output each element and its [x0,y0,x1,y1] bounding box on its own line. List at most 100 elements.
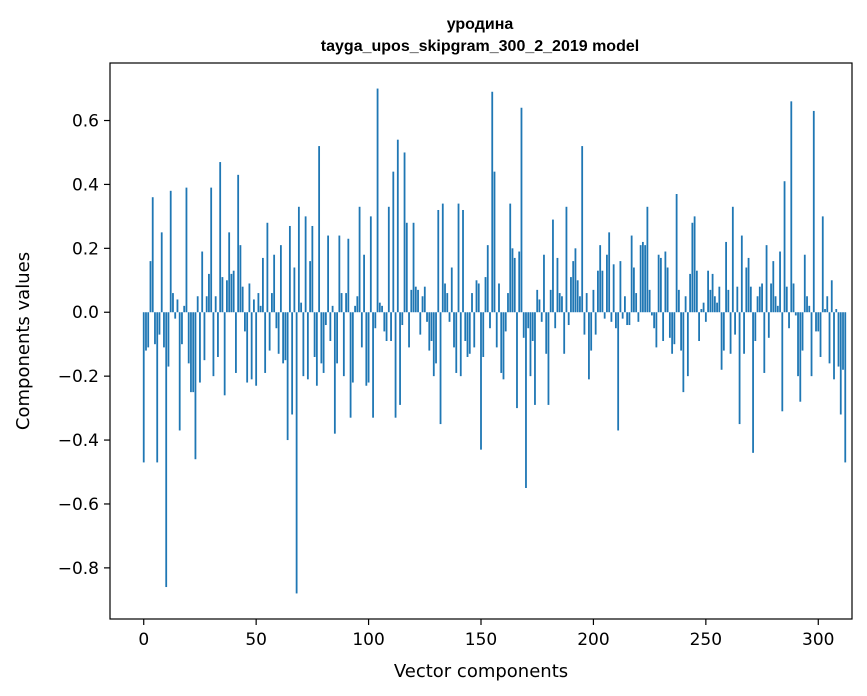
chart-subtitle: tayga_upos_skipgram_300_2_2019 model [321,38,639,55]
bar [529,312,532,377]
bar [653,312,656,329]
bar [441,203,444,313]
bar [659,257,662,313]
bar [165,312,168,588]
bar [767,312,770,338]
bar [471,293,473,313]
bar [538,299,541,313]
bar [401,312,404,326]
y-tick-label: 0.4 [72,175,99,195]
bar [405,222,408,313]
x-tick-label: 150 [465,630,497,650]
bar [725,241,727,313]
bar [803,254,806,313]
bar [527,312,530,329]
bar [183,305,186,313]
bar [324,312,327,326]
bar [556,257,559,313]
y-tick-label: 0.0 [72,303,99,323]
bar [459,312,462,377]
bar [235,312,237,373]
bar [149,261,152,313]
bar [790,101,793,313]
y-tick-label: −0.2 [58,367,99,387]
bar [579,296,581,313]
bar [677,289,680,313]
bar [698,312,700,341]
bar [808,305,811,313]
bar [480,312,482,450]
x-tick-label: 300 [802,630,834,650]
bar [167,312,170,367]
bar [423,286,426,313]
bar [475,280,478,313]
bar [572,261,575,313]
bar [313,312,316,357]
bar [367,312,370,383]
bar [621,312,624,319]
bar [650,312,653,316]
bars-group [142,88,847,594]
bar [320,312,323,364]
bar [376,88,379,313]
bar [282,312,285,364]
y-tick-label: 0.2 [72,239,99,259]
bar [756,296,759,313]
bar [824,309,826,313]
bar [540,312,543,322]
bar [327,235,329,313]
bar [785,286,788,313]
bar [500,312,503,373]
bar [671,312,674,354]
bar [675,194,678,313]
bar [482,312,485,357]
bar [498,283,500,313]
bar [385,312,388,341]
bar [293,267,296,313]
bar [711,273,714,313]
bar [259,305,262,313]
bar [693,216,696,313]
bar [223,312,226,396]
bar [554,312,557,329]
bar [738,312,741,425]
x-tick-label: 200 [577,630,609,650]
bar [237,174,240,313]
chart-title: уродина [447,16,514,33]
bar [477,283,480,313]
bar [565,206,568,313]
bar [819,312,822,357]
bar [491,91,494,313]
bar [464,312,467,341]
bar [221,277,224,313]
bar [745,267,748,313]
bar [446,293,449,313]
bar [462,209,464,313]
bar [444,283,446,313]
bar [311,225,314,313]
bar [185,187,188,313]
bar [567,312,570,326]
bar [430,312,433,341]
bar [815,312,817,332]
bar [608,232,611,313]
bar [363,254,365,313]
bar [536,289,539,313]
bar [306,312,309,380]
bar [673,312,676,345]
bar [581,146,584,313]
bar [322,312,325,373]
bar [199,312,201,383]
bar [682,312,685,393]
bar [639,245,642,313]
bar [655,312,658,348]
bar [399,312,401,405]
bar [835,309,838,313]
bar [543,254,545,313]
bar [390,312,392,341]
bar [597,270,599,313]
bar [531,312,534,341]
y-tick-label: −0.8 [58,559,99,579]
bar [450,267,453,313]
bar [763,312,766,373]
